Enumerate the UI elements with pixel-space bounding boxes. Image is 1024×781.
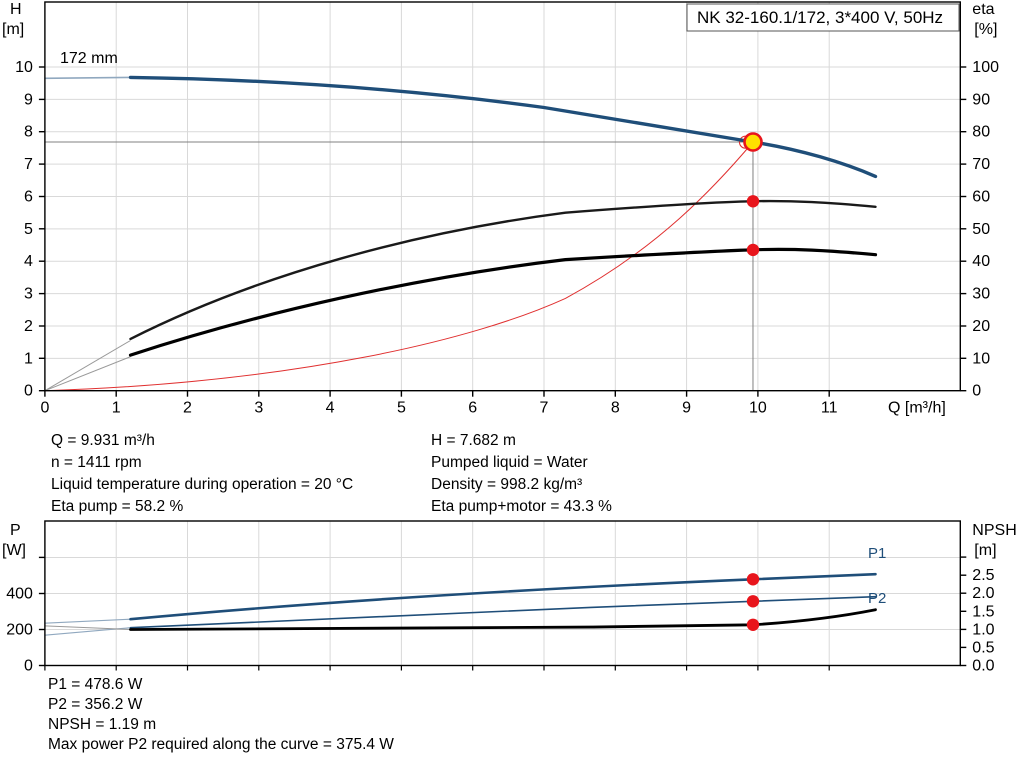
svg-text:50: 50 [972, 221, 990, 238]
svg-text:0: 0 [24, 658, 33, 675]
svg-text:H: H [10, 1, 22, 18]
svg-text:60: 60 [972, 189, 990, 206]
svg-text:NPSH: NPSH [972, 522, 1016, 539]
svg-text:0: 0 [24, 383, 33, 400]
svg-text:1: 1 [112, 400, 121, 417]
svg-text:NK 32-160.1/172, 3*400 V, 50Hz: NK 32-160.1/172, 3*400 V, 50Hz [697, 8, 943, 27]
svg-text:100: 100 [972, 59, 999, 76]
svg-text:0: 0 [972, 383, 981, 400]
svg-text:3: 3 [254, 400, 263, 417]
svg-text:172 mm: 172 mm [60, 50, 118, 67]
svg-text:0.0: 0.0 [972, 658, 994, 675]
svg-text:P2 = 356.2 W: P2 = 356.2 W [48, 696, 143, 713]
svg-text:2.5: 2.5 [972, 567, 994, 584]
svg-text:[m]: [m] [2, 21, 24, 38]
svg-text:0.5: 0.5 [972, 639, 994, 656]
svg-text:5: 5 [397, 400, 406, 417]
svg-text:8: 8 [611, 400, 620, 417]
svg-text:90: 90 [972, 91, 990, 108]
svg-text:H = 7.682 m: H = 7.682 m [431, 432, 516, 449]
svg-text:Q = 9.931 m³/h: Q = 9.931 m³/h [51, 432, 155, 449]
svg-text:[m]: [m] [974, 542, 996, 559]
svg-text:70: 70 [972, 156, 990, 173]
svg-text:200: 200 [6, 622, 33, 639]
svg-text:0: 0 [40, 400, 49, 417]
svg-text:400: 400 [6, 586, 33, 603]
svg-text:9: 9 [682, 400, 691, 417]
svg-text:[W]: [W] [2, 542, 26, 559]
svg-text:7: 7 [24, 156, 33, 173]
svg-text:9: 9 [24, 91, 33, 108]
svg-text:1.0: 1.0 [972, 621, 994, 638]
svg-text:Max power P2 required along th: Max power P2 required along the curve = … [48, 736, 394, 753]
svg-text:2: 2 [183, 400, 192, 417]
svg-text:1.5: 1.5 [972, 603, 994, 620]
svg-text:P: P [10, 522, 21, 539]
svg-text:5: 5 [24, 221, 33, 238]
svg-text:4: 4 [24, 253, 33, 270]
svg-text:P1: P1 [868, 545, 886, 562]
svg-text:P2: P2 [868, 590, 886, 607]
svg-text:10: 10 [15, 59, 33, 76]
svg-text:7: 7 [540, 400, 549, 417]
svg-text:40: 40 [972, 253, 990, 270]
svg-text:3: 3 [24, 286, 33, 303]
svg-text:6: 6 [24, 189, 33, 206]
svg-text:eta: eta [972, 1, 994, 18]
svg-text:10: 10 [972, 350, 990, 367]
svg-text:6: 6 [468, 400, 477, 417]
svg-text:Liquid temperature during oper: Liquid temperature during operation = 20… [51, 476, 353, 493]
svg-text:11: 11 [821, 400, 838, 417]
svg-text:8: 8 [24, 124, 33, 141]
svg-text:NPSH = 1.19 m: NPSH = 1.19 m [48, 716, 156, 733]
svg-text:[%]: [%] [974, 21, 997, 38]
svg-text:4: 4 [326, 400, 335, 417]
svg-text:1: 1 [24, 350, 33, 367]
svg-text:Pumped liquid = Water: Pumped liquid = Water [431, 454, 588, 471]
svg-text:n = 1411 rpm: n = 1411 rpm [51, 454, 142, 471]
svg-text:2: 2 [24, 318, 33, 335]
svg-text:Eta pump+motor = 43.3 %: Eta pump+motor = 43.3 % [431, 498, 612, 515]
svg-text:Density = 998.2 kg/m³: Density = 998.2 kg/m³ [431, 476, 582, 493]
svg-text:Q [m³/h]: Q [m³/h] [888, 400, 946, 417]
svg-text:80: 80 [972, 124, 990, 141]
svg-text:Eta pump = 58.2 %: Eta pump = 58.2 % [51, 498, 183, 515]
svg-text:30: 30 [972, 286, 990, 303]
svg-text:P1 = 478.6 W: P1 = 478.6 W [48, 676, 143, 693]
svg-text:20: 20 [972, 318, 990, 335]
svg-text:2.0: 2.0 [972, 585, 994, 602]
svg-text:10: 10 [749, 400, 767, 417]
